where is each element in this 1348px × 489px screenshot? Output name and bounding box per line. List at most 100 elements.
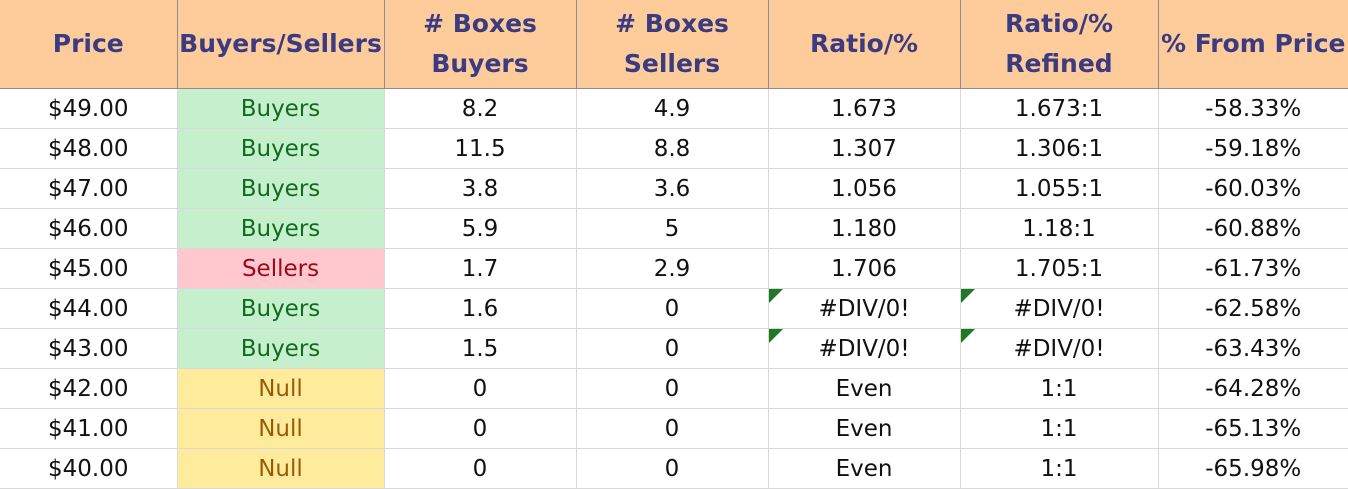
price-cell[interactable]: $41.00 <box>0 409 177 449</box>
price-cell-text: $40.00 <box>48 456 128 482</box>
side-cell-text: Buyers <box>241 96 321 122</box>
header-ratio-refined: Ratio/%Refined <box>960 0 1158 89</box>
boxes-sellers-cell[interactable]: 3.6 <box>576 169 768 209</box>
from-price-cell-text: -58.33% <box>1205 96 1301 122</box>
boxes-sellers-cell-text: 4.9 <box>654 96 691 122</box>
ratio-refined-cell[interactable]: 1.306:1 <box>960 129 1158 169</box>
from-price-cell[interactable]: -60.88% <box>1158 209 1348 249</box>
ratio-refined-cell-text: #DIV/0! <box>1013 296 1104 322</box>
header-buyers-sellers-line: Buyers/Sellers <box>178 24 384 64</box>
boxes-sellers-cell[interactable]: 0 <box>576 409 768 449</box>
ratio-refined-cell[interactable]: 1:1 <box>960 409 1158 449</box>
price-cell[interactable]: $44.00 <box>0 289 177 329</box>
boxes-sellers-cell-text: 0 <box>665 416 680 442</box>
price-cell[interactable]: $42.00 <box>0 369 177 409</box>
ratio-refined-cell-text: 1.705:1 <box>1015 256 1103 282</box>
ratio-cell[interactable]: Even <box>768 369 960 409</box>
ratio-cell[interactable]: #DIV/0! <box>768 329 960 369</box>
side-cell[interactable]: Buyers <box>177 329 384 369</box>
ratio-refined-cell[interactable]: #DIV/0! <box>960 329 1158 369</box>
boxes-buyers-cell[interactable]: 0 <box>384 409 576 449</box>
header-ratio-refined-line: Refined <box>961 44 1158 84</box>
price-cell[interactable]: $43.00 <box>0 329 177 369</box>
price-cell[interactable]: $40.00 <box>0 449 177 489</box>
boxes-buyers-cell[interactable]: 0 <box>384 449 576 489</box>
ratio-cell[interactable]: 1.706 <box>768 249 960 289</box>
side-cell[interactable]: Buyers <box>177 169 384 209</box>
boxes-buyers-cell[interactable]: 1.7 <box>384 249 576 289</box>
boxes-sellers-cell[interactable]: 0 <box>576 449 768 489</box>
from-price-cell[interactable]: -60.03% <box>1158 169 1348 209</box>
from-price-cell-text: -62.58% <box>1205 296 1301 322</box>
boxes-sellers-cell[interactable]: 8.8 <box>576 129 768 169</box>
ratio-refined-cell[interactable]: 1:1 <box>960 449 1158 489</box>
side-cell[interactable]: Buyers <box>177 129 384 169</box>
price-cell-text: $47.00 <box>48 176 128 202</box>
ratio-cell[interactable]: 1.056 <box>768 169 960 209</box>
boxes-buyers-cell[interactable]: 3.8 <box>384 169 576 209</box>
side-cell[interactable]: Buyers <box>177 89 384 129</box>
ratio-refined-cell[interactable]: 1.673:1 <box>960 89 1158 129</box>
boxes-buyers-cell[interactable]: 5.9 <box>384 209 576 249</box>
from-price-cell[interactable]: -65.13% <box>1158 409 1348 449</box>
boxes-sellers-cell[interactable]: 5 <box>576 209 768 249</box>
ratio-cell-text: #DIV/0! <box>818 296 909 322</box>
ratio-cell[interactable]: Even <box>768 449 960 489</box>
ratio-cell-text: 1.180 <box>831 216 897 242</box>
ratio-refined-cell[interactable]: 1.055:1 <box>960 169 1158 209</box>
ratio-refined-cell[interactable]: 1.705:1 <box>960 249 1158 289</box>
ratio-refined-cell[interactable]: 1.18:1 <box>960 209 1158 249</box>
ratio-cell-text: 1.307 <box>831 136 897 162</box>
from-price-cell[interactable]: -59.18% <box>1158 129 1348 169</box>
boxes-buyers-cell[interactable]: 0 <box>384 369 576 409</box>
price-cell[interactable]: $48.00 <box>0 129 177 169</box>
ratio-cell[interactable]: #DIV/0! <box>768 289 960 329</box>
side-cell[interactable]: Null <box>177 409 384 449</box>
side-cell[interactable]: Buyers <box>177 209 384 249</box>
boxes-buyers-cell[interactable]: 11.5 <box>384 129 576 169</box>
price-cell[interactable]: $49.00 <box>0 89 177 129</box>
boxes-sellers-cell-text: 0 <box>665 456 680 482</box>
header-boxes-buyers-line: # Boxes <box>385 4 576 44</box>
price-cell[interactable]: $47.00 <box>0 169 177 209</box>
side-cell[interactable]: Sellers <box>177 249 384 289</box>
boxes-sellers-cell[interactable]: 0 <box>576 329 768 369</box>
header-price-line: Price <box>0 24 177 64</box>
boxes-buyers-cell-text: 5.9 <box>462 216 499 242</box>
boxes-sellers-cell[interactable]: 0 <box>576 369 768 409</box>
ratio-cell[interactable]: 1.180 <box>768 209 960 249</box>
side-cell-text: Buyers <box>241 136 321 162</box>
from-price-cell[interactable]: -62.58% <box>1158 289 1348 329</box>
ratio-cell[interactable]: 1.307 <box>768 129 960 169</box>
header-buyers-sellers: Buyers/Sellers <box>177 0 384 89</box>
boxes-sellers-cell[interactable]: 2.9 <box>576 249 768 289</box>
boxes-buyers-cell[interactable]: 8.2 <box>384 89 576 129</box>
from-price-cell[interactable]: -63.43% <box>1158 329 1348 369</box>
ratio-refined-cell[interactable]: #DIV/0! <box>960 289 1158 329</box>
from-price-cell[interactable]: -65.98% <box>1158 449 1348 489</box>
boxes-sellers-cell[interactable]: 0 <box>576 289 768 329</box>
side-cell[interactable]: Buyers <box>177 289 384 329</box>
boxes-buyers-cell-text: 1.6 <box>462 296 499 322</box>
boxes-buyers-cell-text: 1.5 <box>462 336 499 362</box>
ratio-refined-cell[interactable]: 1:1 <box>960 369 1158 409</box>
price-cell[interactable]: $45.00 <box>0 249 177 289</box>
ratio-cell[interactable]: 1.673 <box>768 89 960 129</box>
ratio-cell[interactable]: Even <box>768 409 960 449</box>
from-price-cell[interactable]: -61.73% <box>1158 249 1348 289</box>
error-indicator-icon <box>769 329 783 343</box>
side-cell[interactable]: Null <box>177 369 384 409</box>
header-ratio-line: Ratio/% <box>769 24 960 64</box>
boxes-buyers-cell[interactable]: 1.6 <box>384 289 576 329</box>
side-cell[interactable]: Null <box>177 449 384 489</box>
boxes-buyers-cell-text: 0 <box>473 456 488 482</box>
price-cell-text: $43.00 <box>48 336 128 362</box>
boxes-sellers-cell[interactable]: 4.9 <box>576 89 768 129</box>
from-price-cell[interactable]: -64.28% <box>1158 369 1348 409</box>
from-price-cell[interactable]: -58.33% <box>1158 89 1348 129</box>
boxes-buyers-cell[interactable]: 1.5 <box>384 329 576 369</box>
price-cell[interactable]: $46.00 <box>0 209 177 249</box>
